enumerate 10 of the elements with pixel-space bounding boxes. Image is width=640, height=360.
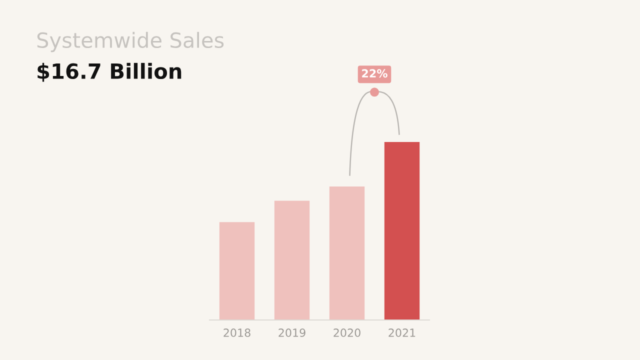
x-tick-label: 2019 [278,328,306,337]
chart-subtitle: $16.7 Billion [38,62,182,82]
bar [219,222,255,320]
x-tick-label: 2021 [388,328,416,337]
bar [384,142,420,320]
x-tick-label: 2020 [334,328,360,337]
x-tick-label: 2018 [224,328,250,337]
bar [329,186,365,320]
bar [274,200,310,320]
text: 22% [362,69,388,78]
